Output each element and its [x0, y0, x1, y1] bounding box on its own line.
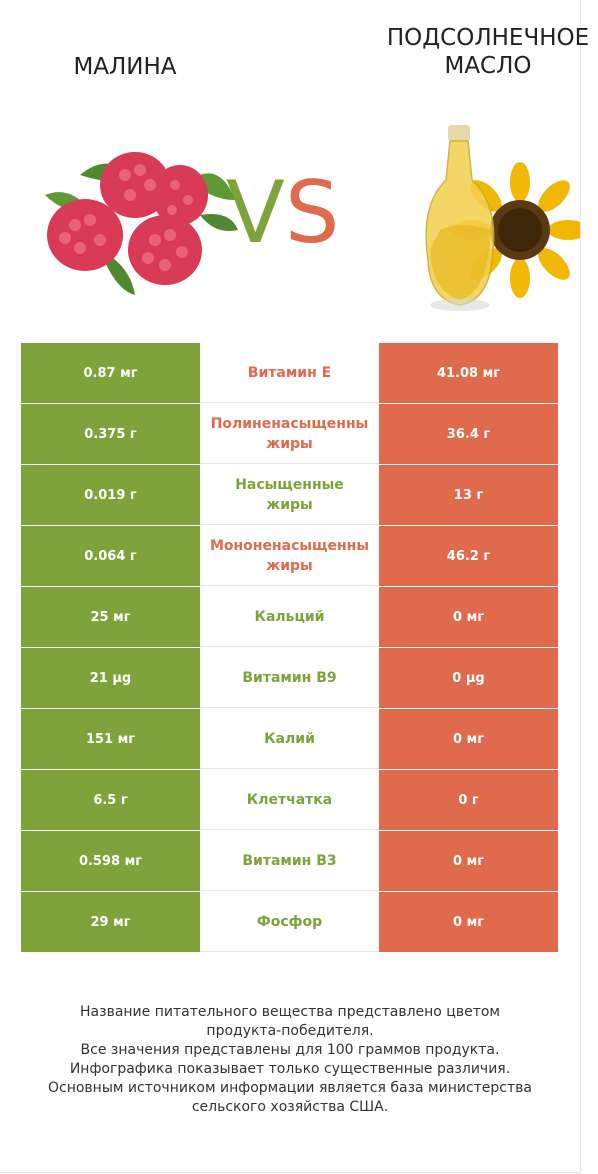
left-value: 6.5 г — [21, 770, 200, 830]
footer-line: Основным источником информации является … — [48, 1080, 532, 1096]
comparison-table: 0.87 мг Витамин E 41.08 мг 0.375 г Полиненас… — [21, 343, 558, 952]
right-value: 0 µg — [379, 648, 558, 708]
table-row: 0.598 мг Витамин B3 0 мг — [21, 831, 558, 892]
raspberry-image — [45, 152, 238, 295]
nutrient-label-text: Витамин B3 — [242, 851, 336, 871]
nutrient-label-line-1: Клетчатка — [246, 791, 333, 808]
left-product-title: МАЛИНА — [73, 54, 177, 80]
nutrient-label-line-1: Калий — [264, 730, 315, 747]
nutrient-label-text: Калий — [264, 729, 315, 749]
right-value: 13 г — [379, 465, 558, 525]
nutrient-label-line-1: Фосфор — [256, 913, 323, 930]
table-row: 25 мг Кальций 0 мг — [21, 587, 558, 648]
sunflower-oil-image — [425, 125, 580, 311]
table-row: 0.019 г Насыщенные жиры 13 г — [21, 465, 558, 526]
nutrient-label: Клетчатка — [200, 770, 379, 830]
left-value: 25 мг — [21, 587, 200, 647]
footer-line: продукта-победителя. — [206, 1023, 374, 1039]
nutrient-label-line-2: жиры — [266, 435, 313, 452]
table-row: 6.5 г Клетчатка 0 г — [21, 770, 558, 831]
table-row: 21 µg Витамин B9 0 µg — [21, 648, 558, 709]
nutrient-label: Полиненасыщенны жиры — [200, 404, 379, 464]
nutrient-label-text: Фосфор — [257, 912, 322, 932]
nutrient-label-line-1: Мононенасыщенны — [209, 537, 370, 554]
nutrient-label-line-2: жиры — [266, 557, 313, 574]
left-value: 0.375 г — [21, 404, 200, 464]
vs-label: VS — [226, 163, 339, 263]
right-title-line-2: МАСЛО — [444, 53, 532, 79]
nutrient-label: Фосфор — [200, 892, 379, 952]
nutrient-label-line-1: Витамин B9 — [242, 669, 337, 686]
right-value: 41.08 мг — [379, 343, 558, 403]
nutrient-label-text: Полиненасыщенны жиры — [211, 414, 369, 454]
table-row: 0.375 г Полиненасыщенны жиры 36.4 г — [21, 404, 558, 465]
table-row: 151 мг Калий 0 мг — [21, 709, 558, 770]
vs-s: S — [284, 163, 340, 263]
nutrient-label-text: Насыщенные жиры — [235, 475, 344, 515]
right-value: 0 мг — [379, 831, 558, 891]
nutrient-label: Калий — [200, 709, 379, 769]
left-value: 151 мг — [21, 709, 200, 769]
page-frame — [0, 0, 581, 1173]
nutrient-label: Кальций — [200, 587, 379, 647]
vs-v: V — [226, 163, 285, 263]
nutrient-label-text: Мононенасыщенны жиры — [210, 536, 369, 576]
footer-line: Все значения представлены для 100 граммо… — [80, 1042, 500, 1058]
right-value: 0 г — [379, 770, 558, 830]
nutrient-label-text: Витамин B9 — [242, 668, 336, 688]
table-row: 0.87 мг Витамин E 41.08 мг — [21, 343, 558, 404]
nutrient-label-line-1: Витамин E — [247, 364, 332, 381]
right-value: 0 мг — [379, 587, 558, 647]
right-product-title: ПОДСОЛНЕЧНОЕ МАСЛО — [368, 24, 598, 80]
nutrient-label-text: Клетчатка — [247, 790, 332, 810]
nutrient-label-text: Витамин E — [248, 363, 331, 383]
right-title-line-1: ПОДСОЛНЕЧНОЕ — [386, 25, 590, 51]
left-value: 0.87 мг — [21, 343, 200, 403]
footer-note: Название питательного вещества представл… — [40, 1003, 540, 1117]
nutrient-label-line-1: Кальций — [254, 608, 325, 625]
footer-line: Название питательного вещества представл… — [80, 1004, 500, 1020]
nutrient-label-text: Кальций — [255, 607, 325, 627]
nutrient-label-line-1: Полиненасыщенны — [210, 415, 369, 432]
right-value: 0 мг — [379, 892, 558, 952]
left-value: 0.598 мг — [21, 831, 200, 891]
table-row: 29 мг Фосфор 0 мг — [21, 892, 558, 952]
nutrient-label-line-2: жиры — [266, 496, 313, 513]
left-value: 29 мг — [21, 892, 200, 952]
right-value: 0 мг — [379, 709, 558, 769]
table-row: 0.064 г Мононенасыщенны жиры 46.2 г — [21, 526, 558, 587]
left-value: 0.019 г — [21, 465, 200, 525]
nutrient-label-line-1: Насыщенные — [235, 476, 344, 493]
right-value: 46.2 г — [379, 526, 558, 586]
nutrient-label: Насыщенные жиры — [200, 465, 379, 525]
nutrient-label-line-1: Витамин B3 — [242, 852, 337, 869]
nutrient-label: Мононенасыщенны жиры — [200, 526, 379, 586]
nutrient-label: Витамин B9 — [200, 648, 379, 708]
right-value: 36.4 г — [379, 404, 558, 464]
footer-line: сельского хозяйства США. — [191, 1099, 389, 1115]
left-value: 0.064 г — [21, 526, 200, 586]
nutrient-label: Витамин E — [200, 343, 379, 403]
left-value: 21 µg — [21, 648, 200, 708]
footer-line: Инфографика показывает только существенн… — [69, 1061, 511, 1077]
nutrient-label: Витамин B3 — [200, 831, 379, 891]
